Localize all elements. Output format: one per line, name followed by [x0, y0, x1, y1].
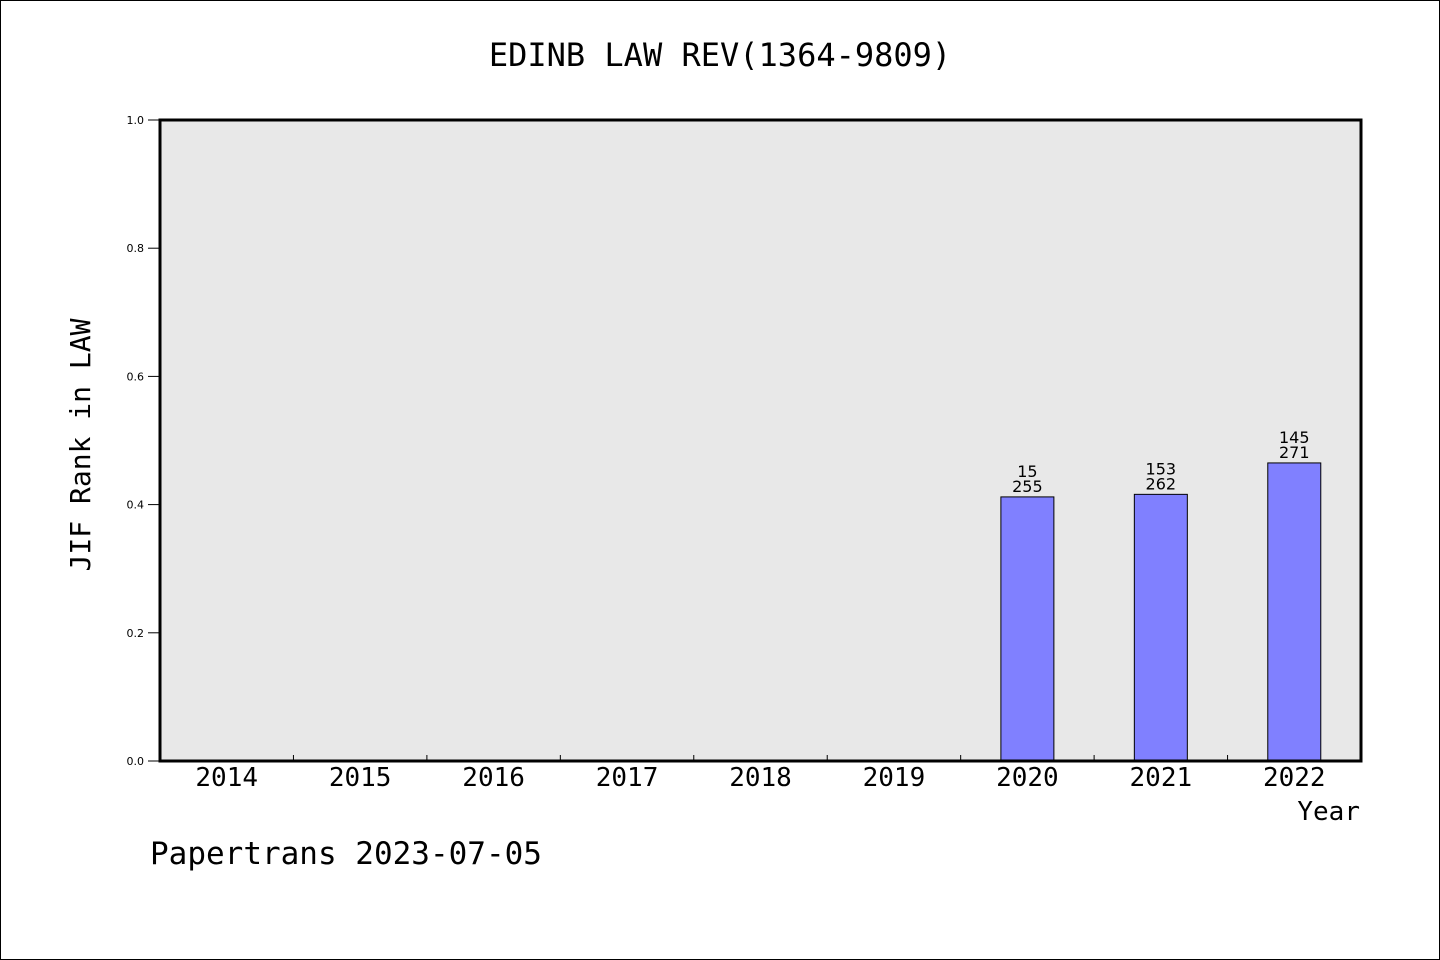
bar-2022 [1267, 462, 1322, 762]
x-tick-label: 2016 [462, 763, 525, 793]
chart-title: EDINB LAW REV(1364-9809) [489, 36, 951, 74]
y-tick-label: 0.0 [127, 755, 145, 768]
x-tick-label: 2018 [729, 763, 792, 793]
x-tick-label: 2022 [1263, 763, 1326, 793]
bars [1000, 462, 1322, 762]
data-label-total: 262 [1146, 474, 1177, 493]
y-tick-label: 0.4 [127, 499, 145, 512]
y-tick-label: 0.2 [127, 627, 145, 640]
x-tick-label: 2014 [195, 763, 258, 793]
x-axis-ticks: 2014 2015 2016 2017 2018 2019 2020 2021 2022 [195, 755, 1326, 793]
x-tick-label: 2015 [329, 763, 392, 793]
plot-border [158, 118, 1363, 763]
bar-2020 [1000, 496, 1055, 762]
x-axis-label: Year [1297, 797, 1360, 827]
data-label-rank: 145 [1279, 428, 1310, 447]
x-tick-label: 2020 [996, 763, 1059, 793]
x-tick-label: 2017 [596, 763, 659, 793]
data-label-total: 255 [1012, 477, 1043, 496]
x-tick-label: 2019 [863, 763, 926, 793]
y-tick-label: 0.6 [127, 370, 145, 383]
bar-2021 [1133, 493, 1188, 762]
footer-text: Papertrans 2023-07-05 [150, 836, 542, 872]
y-axis-ticks: 0.0 0.2 0.4 0.6 0.8 1.0 [127, 114, 160, 768]
y-tick-label: 0.8 [127, 242, 145, 255]
data-label-rank: 153 [1146, 459, 1177, 478]
data-label-total: 271 [1279, 443, 1310, 462]
data-label-rank: 15 [1017, 462, 1037, 481]
y-tick-label: 1.0 [127, 114, 145, 127]
x-tick-label: 2021 [1130, 763, 1193, 793]
y-axis-label: JIF Rank in LAW [64, 318, 97, 571]
